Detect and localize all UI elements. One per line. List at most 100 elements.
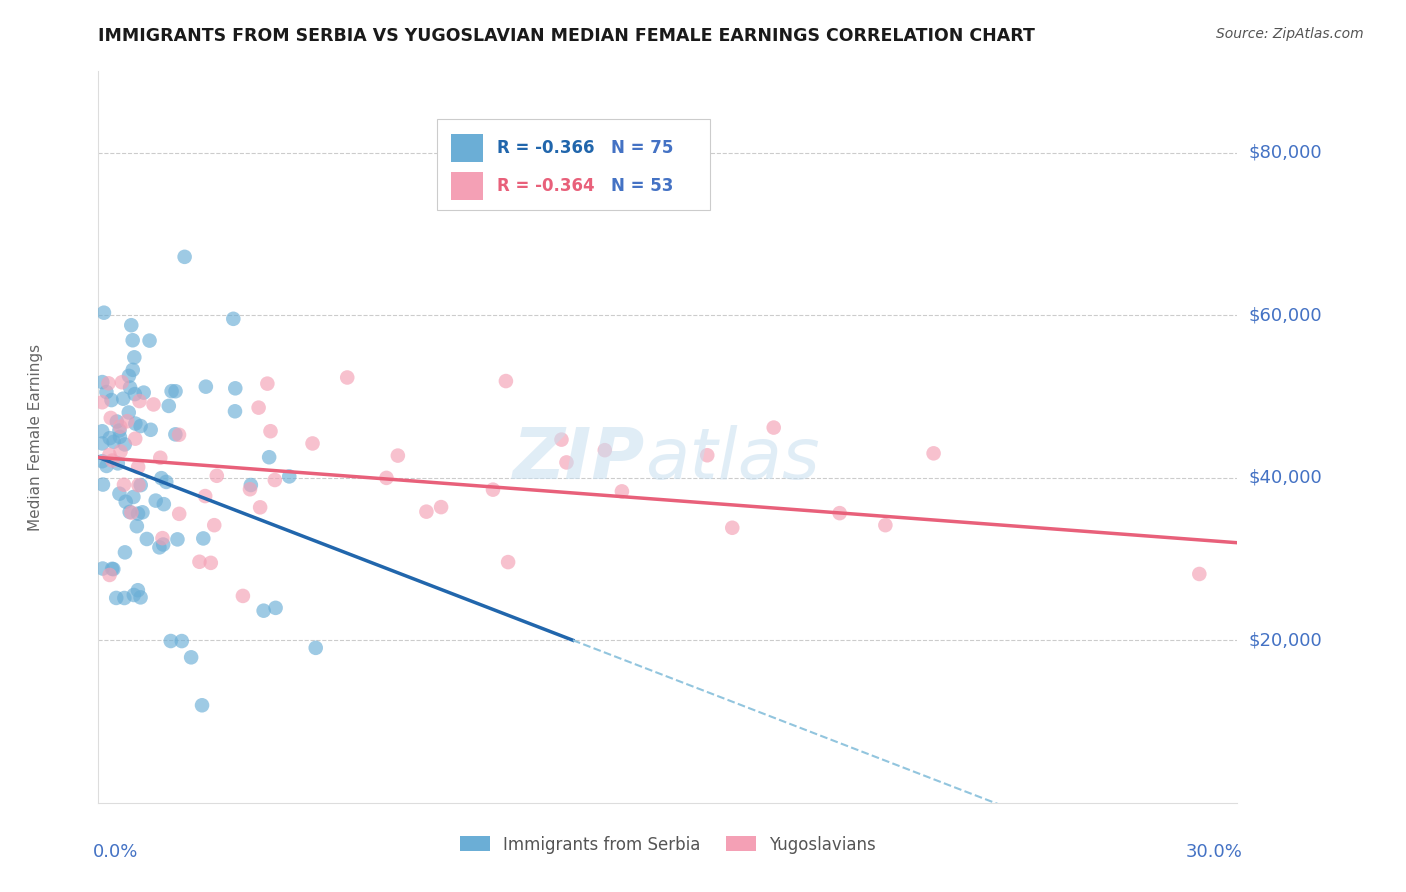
Point — [105, 415, 128, 429]
Point — [194, 489, 217, 503]
Point — [259, 424, 281, 438]
Point — [157, 399, 180, 413]
Point — [118, 368, 141, 383]
Point — [118, 405, 141, 419]
Text: ZIP: ZIP — [513, 425, 645, 493]
Point — [610, 484, 633, 499]
Point — [91, 477, 114, 491]
Legend: Immigrants from Serbia, Yugoslavians: Immigrants from Serbia, Yugoslavians — [453, 829, 883, 860]
Point — [98, 568, 121, 582]
Point — [100, 411, 122, 425]
Point — [114, 494, 136, 508]
Point — [762, 420, 785, 434]
Point — [200, 556, 222, 570]
Point — [152, 537, 174, 551]
Point — [91, 454, 114, 468]
Point — [103, 562, 125, 576]
Point — [593, 443, 616, 458]
Point — [696, 448, 718, 462]
Point — [108, 430, 131, 444]
Point — [103, 434, 125, 449]
Point — [263, 473, 285, 487]
Point — [301, 436, 323, 450]
Point — [91, 424, 114, 438]
Point — [153, 497, 176, 511]
Point — [142, 397, 165, 411]
Point — [150, 471, 173, 485]
Point — [278, 469, 301, 483]
Point — [110, 419, 132, 434]
Point — [112, 477, 135, 491]
Point — [129, 591, 152, 605]
Text: R = -0.366: R = -0.366 — [498, 139, 595, 157]
Point — [110, 444, 132, 458]
Point — [124, 351, 146, 365]
Text: 0.0%: 0.0% — [93, 843, 138, 861]
Point — [127, 460, 149, 475]
Text: Source: ZipAtlas.com: Source: ZipAtlas.com — [1216, 27, 1364, 41]
Point — [93, 306, 115, 320]
Point — [232, 589, 254, 603]
Point — [114, 437, 136, 451]
Point — [98, 431, 121, 445]
Point — [173, 250, 195, 264]
Point — [188, 555, 211, 569]
Point — [160, 384, 183, 399]
Text: 30.0%: 30.0% — [1187, 843, 1243, 861]
Point — [112, 591, 135, 605]
Point — [159, 634, 181, 648]
Point — [145, 493, 167, 508]
Point — [202, 518, 225, 533]
Point — [108, 424, 131, 438]
FancyBboxPatch shape — [451, 172, 484, 200]
Point — [125, 519, 148, 533]
Point — [239, 478, 262, 492]
Point — [127, 507, 149, 521]
Point — [91, 375, 114, 389]
Point — [111, 376, 134, 390]
Point — [166, 533, 188, 547]
Point — [495, 374, 517, 388]
Point — [91, 436, 114, 450]
Point — [121, 363, 143, 377]
Point — [1188, 566, 1211, 581]
Text: Median Female Earnings: Median Female Earnings — [28, 343, 44, 531]
Point — [120, 380, 142, 394]
Point — [205, 468, 228, 483]
Point — [128, 394, 150, 409]
Point — [496, 555, 519, 569]
Point — [482, 483, 505, 497]
Point — [127, 583, 149, 598]
Point — [97, 376, 120, 391]
Point — [165, 384, 187, 399]
Point — [224, 381, 246, 395]
Point — [118, 505, 141, 519]
Point — [922, 446, 945, 460]
Point — [120, 318, 142, 333]
Point — [129, 419, 152, 434]
Point — [98, 448, 121, 462]
FancyBboxPatch shape — [451, 135, 484, 162]
Point — [167, 507, 190, 521]
Point — [115, 414, 138, 428]
Point — [415, 505, 437, 519]
Point — [256, 376, 278, 391]
Point — [194, 379, 217, 393]
Point — [96, 458, 118, 473]
Text: $60,000: $60,000 — [1249, 306, 1322, 324]
Point — [247, 401, 270, 415]
Point — [101, 562, 124, 576]
Point — [875, 518, 897, 533]
Point — [139, 423, 162, 437]
Point — [550, 433, 572, 447]
Point — [430, 500, 453, 515]
FancyBboxPatch shape — [437, 119, 710, 211]
Point — [96, 384, 118, 399]
Point — [122, 490, 145, 504]
Text: N = 53: N = 53 — [610, 178, 673, 195]
Point — [131, 505, 153, 519]
Point — [170, 634, 193, 648]
Point — [305, 640, 328, 655]
Point — [108, 486, 131, 500]
Point — [239, 482, 262, 496]
